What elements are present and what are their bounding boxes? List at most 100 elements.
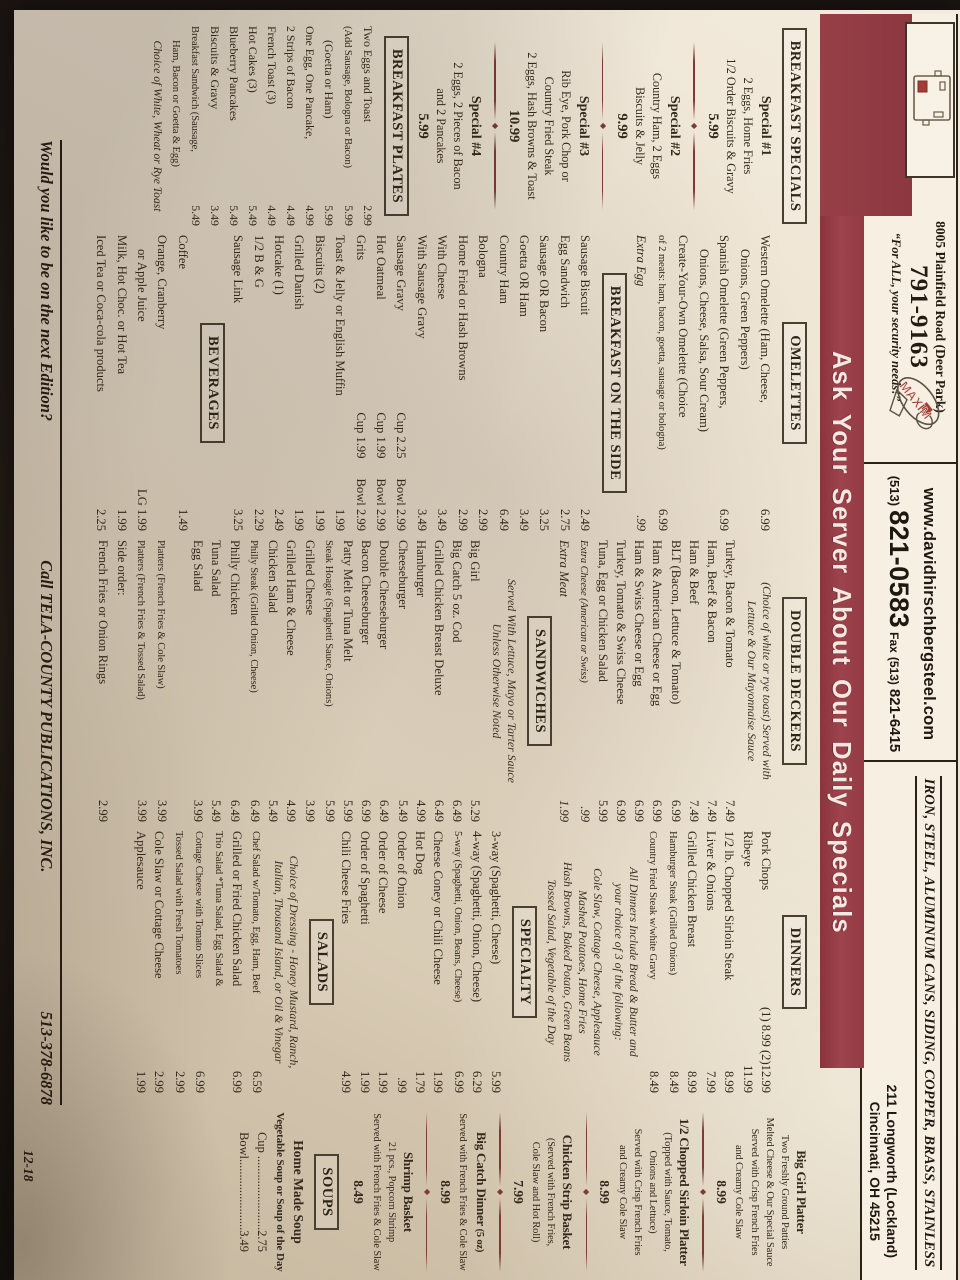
- menu-item: Blueberry Pancakes 5.49: [224, 26, 243, 226]
- item-price: 5.49: [209, 799, 224, 822]
- menu-item: Cheese Coney or Chili Cheese 1.99: [429, 831, 447, 1093]
- section-header-box: DOUBLE DECKERS: [782, 540, 807, 822]
- item-name: Coffee: [175, 235, 190, 270]
- item-price: 4.49: [264, 205, 279, 226]
- item-name: Grilled Cheese: [302, 540, 317, 616]
- menu-item: Tossed Salad with Fresh Tomatoes 2.99: [168, 831, 188, 1093]
- menu-item: Ham & Beef 7.49: [685, 540, 703, 822]
- item-price: .99: [633, 515, 648, 531]
- special-line: and 2 Pancakes: [434, 88, 449, 164]
- note-line: (Choice of white or rye toast) Served wi…: [760, 582, 774, 780]
- platter-line: Served with French Fries & Cole Slaw: [456, 1113, 468, 1271]
- item-name: Biscuits (2): [312, 235, 327, 294]
- item-name: Hamburger: [413, 540, 428, 598]
- section-note: (Choice of white or rye toast) Served wi…: [743, 540, 774, 822]
- platter-block: Chicken Strip Basket (Served with French …: [509, 1102, 576, 1280]
- ornament-divider: ◆: [496, 1112, 505, 1272]
- item-price: 6.99: [193, 1070, 208, 1093]
- item-price: 8.99: [685, 1070, 700, 1093]
- ad-website: www.davidhirschbergsteel.com: [920, 487, 938, 741]
- menu-item: Hamburger 4.99: [412, 540, 430, 822]
- item-price: 5.49: [245, 205, 260, 226]
- menu-item: Cottage Cheese with Tomato Slices 6.99: [189, 831, 209, 1093]
- scrap-metal-ad-block: IRON, STEEL, ALUMINUM CANS, SIDING, COPP…: [862, 764, 956, 1280]
- platter-block: Big Girl Platter Two Freshly Ground Patti…: [712, 1102, 810, 1280]
- platter-line: Melted Cheese & Our Special Sauce: [763, 1117, 775, 1267]
- menu-item: of 2 meats: ham, bacon, goetta, sausage …: [651, 235, 673, 531]
- center-line: Home Made Soup: [291, 1140, 307, 1244]
- menu-column-0: BREAKFAST SPECIALS Special #1 2 Eggs, Home…: [62, 26, 810, 226]
- item-price: Bowl 2.99: [353, 478, 368, 531]
- item-price: 2.99: [476, 508, 491, 531]
- note-line: Tossed Salad, Vegetable of the Day: [545, 879, 560, 1045]
- menu-item: Platters (French Fries & Tossed Salad) 3.…: [131, 540, 151, 822]
- menu-item: Hot Cakes (3) 5.49: [243, 26, 262, 226]
- section-header-title: BEVERAGES: [199, 323, 225, 443]
- fax-area-code: (513): [887, 656, 901, 685]
- section-note: Choice of Dressing - Honey Mustard, Ranc…: [270, 831, 301, 1093]
- item-name: BLT (Bacon, Lettuce & Tomato): [668, 540, 683, 705]
- item-price: 1.99: [133, 1070, 148, 1093]
- item-price: 6.99: [650, 799, 665, 822]
- center-line: Vegetable Soup or Soup of the Day: [274, 1112, 287, 1272]
- special-line: 2 Eggs, Hash Browns & Toast: [525, 52, 540, 200]
- section-header-box: BEVERAGES: [199, 235, 225, 531]
- item-name: Sausage Gravy: [394, 235, 409, 311]
- item-name: Hot Cakes (3): [245, 26, 260, 93]
- item-price: 5.99: [340, 799, 355, 822]
- item-name: Iced Tea or Coca-cola products: [94, 235, 109, 392]
- ornament-divider: ◆: [690, 42, 699, 210]
- item-name: Orange, Cranberry: [155, 235, 170, 330]
- item-name: Steak Hoagie (Spaghetti Sauce, Onions): [322, 540, 334, 707]
- note-line: Italian, Thousand Island, or Oil & Vineg…: [271, 860, 286, 1064]
- menu-item: Tuna Salad 5.49: [207, 540, 225, 822]
- menu-item: Home Fried or Hash Browns 2.99: [452, 235, 472, 531]
- special-price: 5.99: [414, 113, 431, 139]
- item-name: Ribeye: [740, 831, 755, 867]
- item-price: 1.99: [333, 508, 348, 531]
- menu-item: Ham & American Cheese or Egg 6.99: [648, 540, 666, 822]
- item-name: Ham & American Cheese or Egg: [650, 540, 665, 707]
- platter-line: (Served with French Fries,: [545, 1137, 557, 1247]
- item-name: Grilled Chicken Breast Deluxe: [431, 540, 446, 696]
- menu-column-2: DOUBLE DECKERS (Choice of white or rye to…: [62, 540, 810, 822]
- menu-item: Hot Dog 1.79: [411, 831, 429, 1093]
- item-cup-price: Cup 2.25: [394, 412, 409, 459]
- item-name: Tuna Salad: [209, 540, 224, 597]
- item-name: Bacon Cheeseburger: [359, 540, 374, 645]
- menu-item: Egg Salad 3.99: [189, 540, 207, 822]
- menu-item: Create-Your-Own Omelette (Choice: [673, 235, 693, 531]
- footer-publisher: Call TELA-COUNTY PUBLICATIONS, INC.: [37, 560, 56, 873]
- item-price: 6.49: [227, 799, 242, 822]
- section-header-box: SALADS: [309, 831, 335, 1093]
- note-line: Choice of Dressing - Honey Mustard, Ranc…: [287, 855, 302, 1069]
- item-name: Cole Slaw or Cottage Cheese: [152, 831, 167, 979]
- item-price: Bowl 2.99: [374, 478, 389, 531]
- section-header-title: SANDWICHES: [527, 615, 553, 747]
- item-name: (Goetta or Ham): [321, 40, 336, 119]
- item-price: 6.99: [717, 508, 732, 531]
- menu-item: Biscuits (2) 1.99: [309, 235, 329, 531]
- platter-price: 7.99: [510, 1180, 526, 1204]
- item-name: Grilled Ham & Cheese: [284, 540, 299, 656]
- item-name: Applesauce: [133, 831, 148, 890]
- menu-item: Cheeseburger 5.49: [393, 540, 411, 822]
- special-line: Country Ham, 2 Eggs: [649, 72, 664, 180]
- item-price: 8.49: [666, 1070, 681, 1093]
- item-price: 6.59: [250, 1070, 265, 1093]
- section-note: All Dinners Include Bread & Butter and yo…: [610, 831, 641, 1093]
- menu-item: Orange, Cranberry: [152, 235, 172, 531]
- item-price: 6.99: [655, 508, 670, 531]
- item-name: 2 Strips of Bacon: [283, 26, 298, 109]
- item-price: 5.99: [321, 205, 336, 226]
- item-name: 1/2 lb. Chopped Sirloin Steak: [722, 831, 737, 981]
- menu-item: Steak Hoagie (Spaghetti Sauce, Onions) 5.…: [319, 540, 339, 822]
- menu-item: Country Ham 6.49: [493, 235, 513, 531]
- menu-item: Grilled or Fried Chicken Salad 6.99: [227, 831, 245, 1093]
- item-price: 5.49: [395, 799, 410, 822]
- platter-line: Served with Crisp French Fries: [748, 1128, 760, 1256]
- item-price: 7.49: [723, 799, 738, 822]
- address-line1: 211 Longworth (Lockland): [884, 1084, 900, 1258]
- section-header-title: DOUBLE DECKERS: [782, 597, 807, 765]
